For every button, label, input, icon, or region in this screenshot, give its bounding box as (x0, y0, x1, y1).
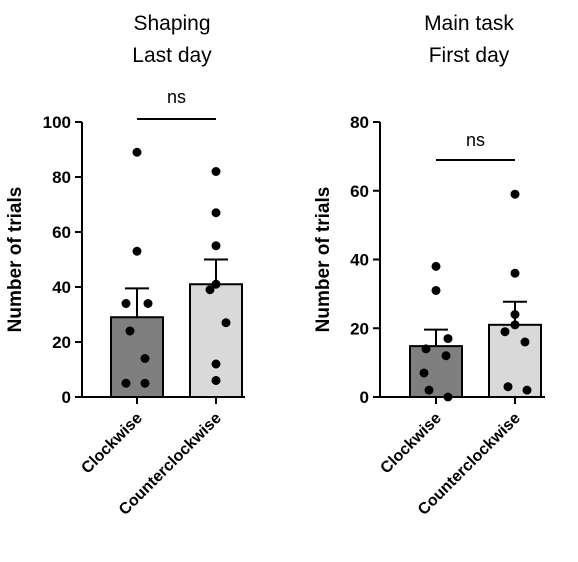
chart-panel-2: Main task First day Number of trials 0 20 40 6… (313, 12, 545, 519)
y-tick-label: 40 (52, 278, 71, 297)
significance-label: ns (466, 130, 485, 150)
y-axis-label: Number of trials (5, 187, 26, 333)
data-point (424, 385, 434, 395)
data-point (522, 385, 532, 395)
y-tick-label: 100 (43, 113, 71, 132)
chart-title-line: Last day (132, 44, 212, 67)
y-tick-label: 80 (52, 168, 71, 187)
data-point (500, 327, 510, 337)
data-point (121, 378, 131, 388)
data-point (143, 299, 153, 308)
y-tick-label: 60 (52, 223, 71, 242)
x-tick-label: Clockwise (377, 410, 444, 477)
x-tick-label: Clockwise (78, 410, 145, 477)
data-point (140, 354, 150, 363)
data-point (421, 344, 431, 354)
data-point (441, 351, 451, 361)
data-point (431, 285, 441, 295)
data-point (211, 208, 221, 218)
bar (488, 323, 542, 398)
data-point (211, 167, 221, 176)
data-point (443, 334, 453, 344)
y-tick-label: 20 (52, 333, 71, 352)
y-tick-label: 80 (350, 113, 369, 132)
y-tick-label: 60 (350, 182, 369, 201)
data-point (221, 318, 231, 328)
data-point (431, 261, 441, 271)
data-point (211, 359, 221, 369)
bar (409, 345, 463, 398)
data-point (121, 299, 131, 308)
y-tick-label: 20 (350, 319, 369, 338)
data-point (132, 246, 142, 256)
data-point (419, 368, 429, 378)
data-point (140, 378, 150, 388)
data-point (125, 326, 135, 336)
data-point (211, 376, 221, 385)
data-point (211, 241, 221, 251)
data-point (211, 279, 221, 289)
significance-label: ns (167, 87, 186, 107)
chart-title-line: First day (429, 44, 510, 67)
data-point (132, 147, 142, 157)
y-tick-label: 0 (360, 388, 369, 407)
y-tick-label: 0 (62, 388, 71, 407)
y-tick-label: 40 (350, 251, 369, 270)
bar (110, 316, 164, 398)
data-point (503, 382, 513, 392)
data-point (510, 189, 520, 199)
chart-title-line: Main task (424, 12, 514, 35)
y-axis-label: Number of trials (313, 187, 334, 333)
data-point (510, 268, 520, 278)
chart-panel-1: Shaping Last day Number of trials 0 20 40 60 80… (5, 12, 245, 519)
chart-title-line: Shaping (133, 12, 210, 35)
data-point (205, 285, 215, 295)
data-point (510, 320, 520, 330)
data-point (510, 310, 520, 319)
data-point (520, 337, 530, 347)
